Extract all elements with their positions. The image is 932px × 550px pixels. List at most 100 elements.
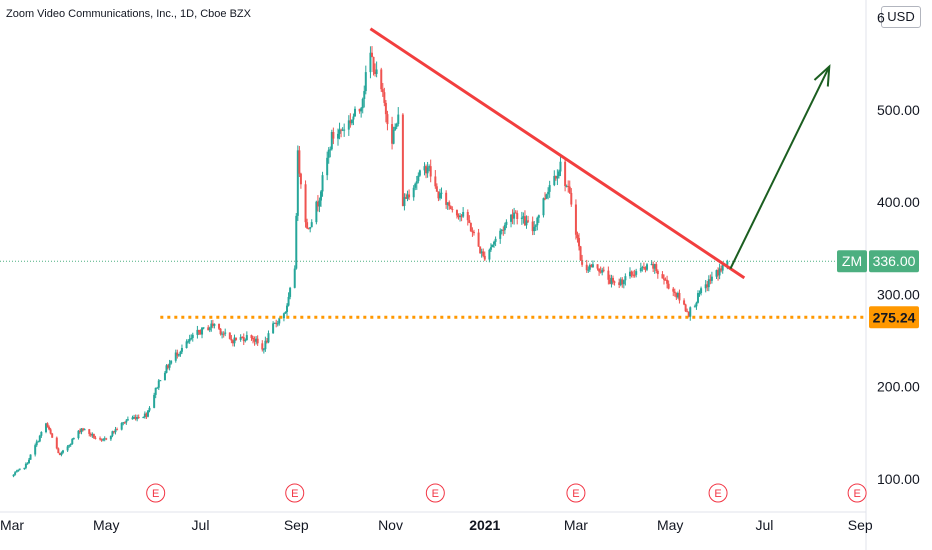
candle	[218, 323, 221, 330]
candle-body	[513, 212, 516, 219]
earnings-marker[interactable]: E	[425, 483, 445, 503]
candle-body	[568, 186, 571, 193]
candle-body	[567, 185, 570, 187]
candle-body	[134, 416, 137, 420]
candle	[145, 412, 148, 420]
candle-body	[289, 287, 292, 297]
candle	[440, 187, 443, 199]
candle	[406, 190, 409, 202]
candle-body	[415, 181, 418, 184]
candle	[253, 336, 256, 346]
earnings-marker[interactable]: E	[285, 483, 305, 503]
currency-button[interactable]: USD	[881, 6, 921, 28]
candle-body	[622, 280, 625, 285]
candle-body	[114, 429, 117, 433]
candle-body	[146, 410, 149, 417]
earnings-marker[interactable]: E	[566, 483, 586, 503]
candle	[548, 180, 551, 198]
candle-body	[231, 340, 234, 344]
candle-body	[338, 129, 341, 134]
candle-body	[122, 422, 125, 424]
candle-body	[675, 292, 678, 298]
candle-body	[460, 215, 463, 217]
candle-body	[361, 98, 364, 109]
candle	[306, 218, 309, 230]
earnings-label: E	[432, 488, 439, 500]
candle	[587, 266, 590, 273]
candle	[372, 56, 375, 76]
candle-body	[370, 52, 373, 57]
candle	[673, 288, 676, 297]
last-price-badge-bg	[869, 250, 919, 273]
candle	[66, 445, 69, 452]
x-tick-label: Nov	[378, 517, 403, 533]
candle	[146, 410, 149, 418]
candle-body	[662, 278, 665, 280]
candle-body	[179, 351, 182, 355]
candle	[480, 248, 483, 258]
candle-body	[174, 352, 177, 361]
candle-body	[394, 126, 397, 130]
candle	[343, 123, 346, 137]
candle-body	[309, 227, 312, 229]
candle-body	[255, 338, 258, 342]
candle	[513, 207, 516, 225]
candle	[667, 280, 670, 290]
candle-body	[554, 175, 557, 179]
candle	[69, 443, 72, 447]
candle	[698, 290, 701, 297]
x-tick-label: Jul	[192, 517, 210, 533]
candle-body	[459, 215, 462, 218]
candle-body	[252, 338, 255, 340]
candle	[318, 197, 321, 213]
earnings-circle	[425, 483, 445, 503]
candle-body	[293, 268, 296, 288]
candle-body	[211, 323, 214, 326]
candle-body	[78, 430, 81, 433]
y-tick-label: 400.00	[877, 194, 920, 210]
candle	[77, 430, 80, 440]
candle	[455, 209, 458, 219]
candle-body	[633, 274, 636, 276]
candle-body	[163, 372, 166, 381]
x-tick-label: Sep	[848, 517, 873, 533]
candle-body	[233, 337, 236, 344]
candle-body	[46, 423, 49, 427]
x-tick-label: May	[657, 517, 683, 533]
candle	[557, 169, 560, 179]
candle	[34, 443, 37, 457]
candle-body	[429, 166, 432, 177]
candle-body	[514, 212, 517, 214]
candle-body	[523, 216, 526, 226]
candle-body	[591, 264, 594, 268]
candle	[568, 180, 571, 195]
candle-body	[341, 129, 344, 131]
candle-body	[116, 429, 119, 431]
x-tick-label: Mar	[564, 517, 588, 533]
candle-body	[656, 270, 659, 275]
candle-body	[284, 311, 287, 314]
candle	[676, 291, 679, 299]
candle	[235, 337, 238, 341]
candle	[286, 303, 289, 316]
earnings-marker[interactable]: E	[708, 483, 728, 503]
candle-body	[588, 265, 591, 270]
candle	[404, 193, 407, 200]
candle-body	[77, 430, 80, 439]
candle	[397, 107, 400, 127]
candle	[695, 301, 698, 310]
candle	[579, 245, 582, 261]
candle-body	[12, 474, 15, 477]
candle	[256, 335, 259, 346]
candle-body	[315, 201, 318, 223]
candle-body	[596, 264, 599, 269]
earnings-marker[interactable]: E	[146, 483, 166, 503]
candle-body	[343, 129, 346, 131]
candle-body	[218, 323, 221, 329]
candle-body	[645, 264, 648, 270]
candle	[633, 269, 636, 278]
earnings-marker[interactable]: E	[847, 483, 867, 503]
candle	[483, 251, 486, 262]
candle	[309, 226, 312, 233]
